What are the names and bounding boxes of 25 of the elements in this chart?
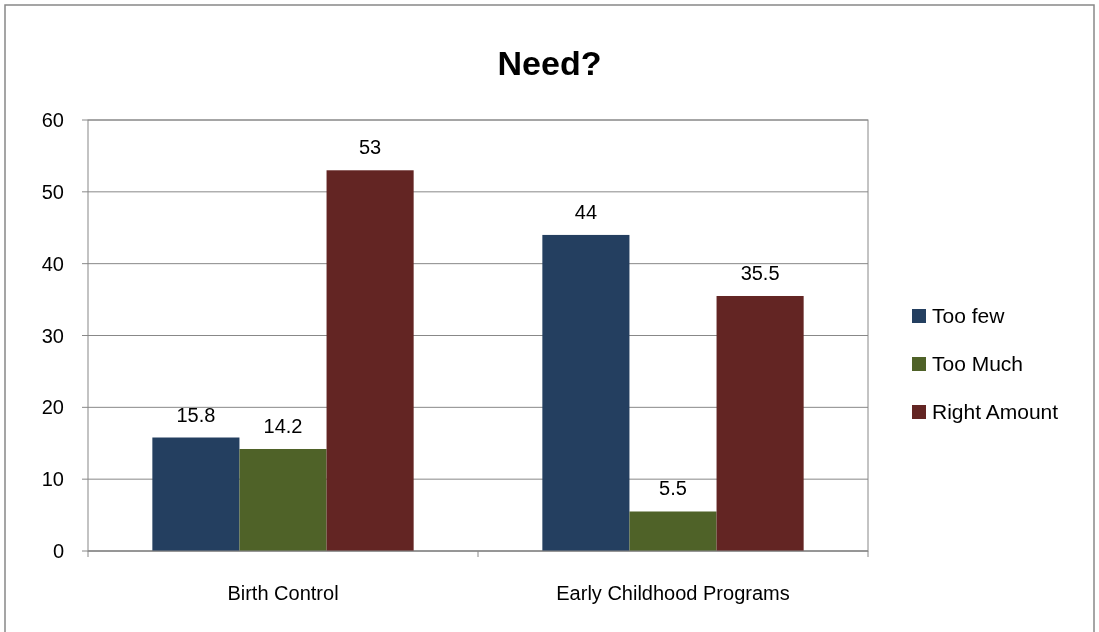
data-label: 35.5 (740, 261, 780, 284)
bar (239, 449, 327, 551)
bar (716, 295, 804, 551)
bar (629, 511, 717, 551)
y-tick-label: 50 (41, 180, 64, 203)
bar (152, 437, 240, 551)
y-tick-label: 60 (41, 109, 64, 131)
data-label: 44 (574, 200, 598, 223)
legend-label: Too Much (932, 352, 1024, 376)
data-label: 15.8 (176, 403, 216, 426)
y-tick-label: 10 (41, 468, 64, 491)
legend-label: Right Amount (932, 400, 1059, 424)
bar (326, 170, 414, 551)
y-tick-label: 0 (52, 540, 64, 562)
x-tick-label: Early Childhood Programs (556, 582, 790, 604)
legend-label: Too few (932, 304, 1006, 328)
y-tick-label: 30 (41, 324, 64, 347)
bar (542, 234, 630, 551)
y-tick-label: 40 (41, 252, 64, 275)
data-label: 53 (358, 136, 382, 159)
data-label: 5.5 (659, 477, 687, 500)
x-tick-label: Birth Control (227, 582, 339, 604)
data-label: 14.2 (263, 415, 303, 437)
y-tick-label: 20 (41, 396, 64, 419)
chart-title: Need? (497, 44, 602, 82)
